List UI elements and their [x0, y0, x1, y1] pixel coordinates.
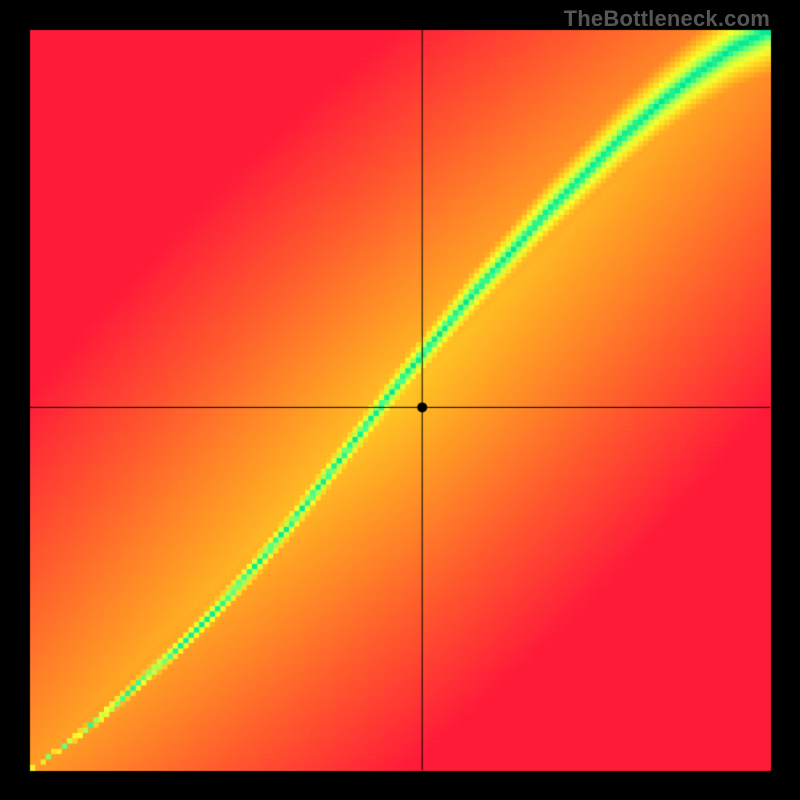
heatmap-canvas [0, 0, 800, 800]
watermark-text: TheBottleneck.com [564, 6, 770, 32]
